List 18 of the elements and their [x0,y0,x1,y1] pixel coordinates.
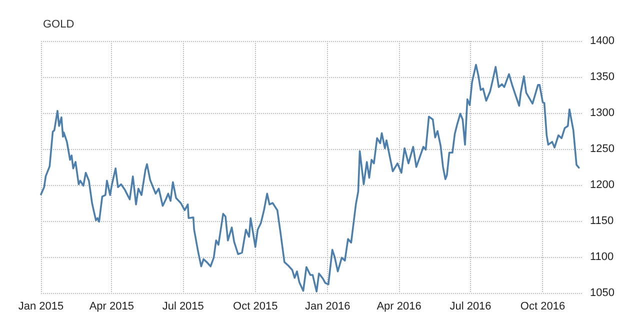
y-tick-label: 1150 [590,215,614,227]
x-tick-label: Jan 2015 [18,300,64,312]
x-tick-label: Apr 2016 [376,300,422,312]
y-tick-label: 1050 [590,287,614,299]
y-tick-label: 1200 [590,179,614,191]
y-tick-label: 1350 [590,71,614,83]
y-tick-label: 1250 [590,143,614,155]
x-tick-label: Jul 2016 [450,300,492,312]
line-series [40,64,580,292]
x-tick-label: Jan 2016 [304,300,350,312]
y-tick-label: 1300 [590,107,614,119]
y-tick-label: 1400 [590,35,614,47]
x-tick-label: Apr 2015 [89,300,134,312]
x-tick-label: Oct 2015 [233,300,278,312]
x-tick-label: Jul 2015 [162,300,204,312]
y-tick-label: 1100 [590,251,614,263]
chart-title: GOLD [43,18,74,30]
x-tick-label: Oct 2016 [520,300,566,312]
